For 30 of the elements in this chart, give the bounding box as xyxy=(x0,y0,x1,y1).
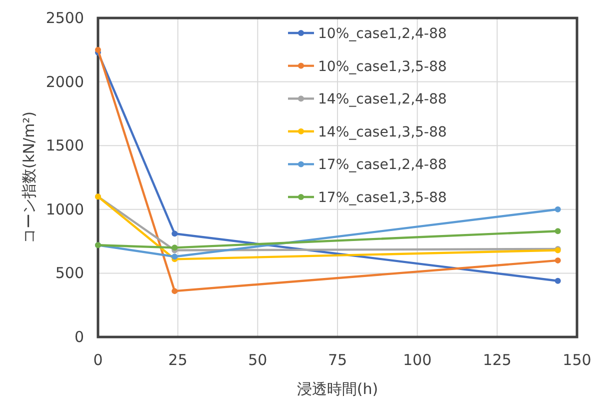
y-tick-label: 1500 xyxy=(46,136,84,155)
y-axis-title: コーン指数(kN/m²) xyxy=(20,111,38,244)
point xyxy=(172,254,178,260)
y-tick-label: 2000 xyxy=(46,72,84,91)
y-tick-label: 1000 xyxy=(46,200,84,218)
y-tick-label: 0 xyxy=(74,328,84,346)
x-tick-label: 0 xyxy=(93,351,103,369)
legend-label: 14%_case1,2,4-88 xyxy=(318,92,447,108)
point xyxy=(554,228,561,234)
x-tick-label: 50 xyxy=(248,351,268,369)
legend-label: 17%_case1,3,5-88 xyxy=(318,190,447,206)
y-tick-label: 500 xyxy=(55,264,84,282)
point xyxy=(172,244,178,251)
x-tick-label: 75 xyxy=(328,351,348,369)
point xyxy=(554,206,561,212)
x-tick-label: 100 xyxy=(403,351,432,369)
legend-label: 10%_case1,3,5-88 xyxy=(318,58,447,75)
y-tick-label: 2500 xyxy=(46,9,84,27)
point xyxy=(95,46,101,53)
x-tick-label: 150 xyxy=(562,351,592,369)
legend-label: 14%_case1,3,5-88 xyxy=(318,124,447,140)
x-tick-label: 25 xyxy=(168,351,188,369)
legend-label: 10%_case1,2,4-88 xyxy=(318,26,447,42)
point xyxy=(554,278,561,284)
point xyxy=(172,230,178,237)
point xyxy=(554,257,561,264)
point xyxy=(172,288,178,294)
x-axis-title: 浸透時間(h) xyxy=(296,380,378,398)
x-tick-label: 125 xyxy=(482,351,512,369)
legend-label: 17%_case1,2,4-88 xyxy=(318,157,447,174)
